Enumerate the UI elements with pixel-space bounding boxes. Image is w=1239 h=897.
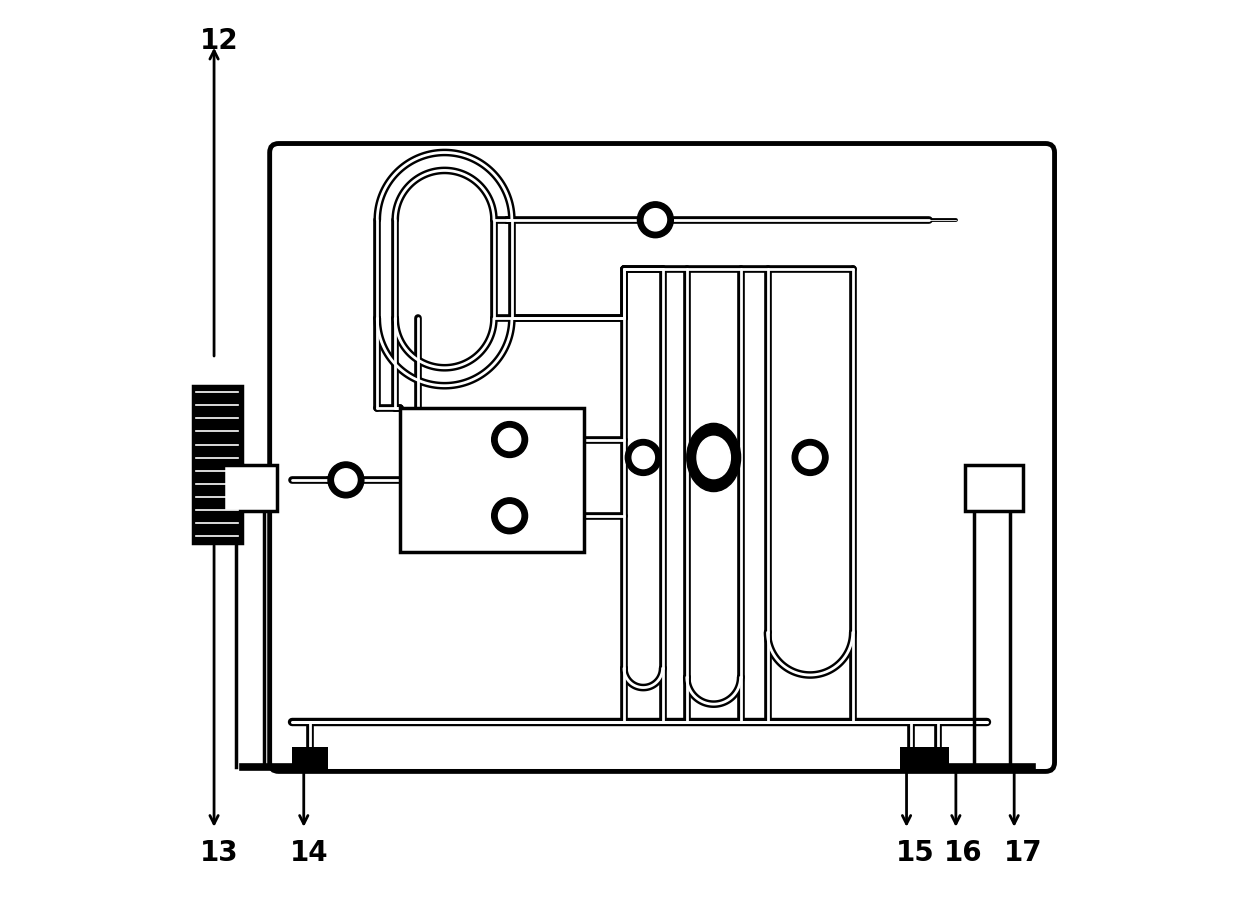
Text: 14: 14 (290, 839, 328, 867)
Bar (900, 746, 949, 770)
Text: 15: 15 (896, 839, 934, 867)
Ellipse shape (698, 436, 730, 479)
FancyBboxPatch shape (270, 144, 1054, 771)
Ellipse shape (498, 505, 520, 527)
Bar (400, 408, 584, 552)
Ellipse shape (492, 422, 528, 457)
Text: 13: 13 (199, 839, 238, 867)
Ellipse shape (637, 202, 673, 238)
Bar (292, 746, 328, 770)
Ellipse shape (492, 498, 528, 534)
Bar (192, 386, 242, 543)
Text: 12: 12 (199, 27, 238, 55)
Ellipse shape (632, 447, 654, 468)
Text: 16: 16 (944, 839, 983, 867)
Ellipse shape (686, 423, 741, 492)
Ellipse shape (335, 469, 357, 491)
Ellipse shape (792, 440, 828, 475)
Bar (965, 465, 1023, 511)
Ellipse shape (644, 209, 667, 231)
Ellipse shape (328, 462, 364, 498)
Bar (223, 465, 276, 511)
Ellipse shape (498, 429, 520, 450)
Text: 17: 17 (1004, 839, 1042, 867)
Ellipse shape (626, 440, 662, 475)
Ellipse shape (799, 447, 821, 468)
